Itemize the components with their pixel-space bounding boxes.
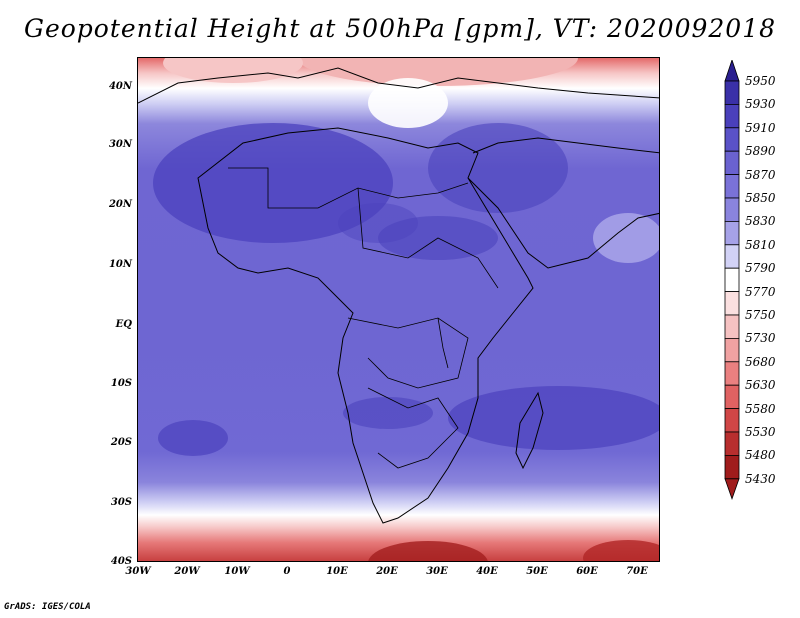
colorbar-label: 5890 — [745, 144, 776, 159]
colorbar-label: 5770 — [745, 284, 776, 299]
colorbar-label: 5630 — [745, 378, 776, 393]
lon-label-30w: 30W — [125, 566, 151, 577]
colorbar-box — [724, 408, 740, 433]
geopotential-field-map — [138, 58, 659, 561]
lat-label-20s: 20S — [110, 437, 132, 448]
rift-lakes — [437, 317, 449, 369]
lon-label-30e: 30E — [426, 566, 448, 577]
colorbar — [724, 60, 740, 501]
colorbar-label: 5480 — [745, 448, 776, 463]
colorbar-label: 5680 — [745, 354, 776, 369]
country-borders-central — [357, 187, 499, 289]
aegean-ridge-light — [368, 78, 448, 128]
lat-label-30n: 30N — [108, 139, 132, 150]
indian-ocean-high — [448, 386, 659, 450]
europe-coast — [138, 67, 659, 104]
lon-label-10w: 10W — [224, 566, 250, 577]
lat-label-10n: 10N — [108, 259, 132, 270]
colorbar-box — [724, 384, 740, 410]
colorbar-label: 5730 — [745, 331, 776, 346]
country-borders-south — [367, 387, 459, 469]
colorbar-box — [724, 150, 740, 175]
colorbar-box — [724, 454, 740, 480]
colorbar-box — [724, 220, 740, 246]
lon-label-70e: 70E — [626, 566, 648, 577]
arabian-high — [428, 123, 568, 213]
colorbar-box — [724, 291, 740, 316]
lon-label-20w: 20W — [174, 566, 200, 577]
colorbar-box — [724, 244, 740, 269]
colorbar-label: 5530 — [745, 425, 776, 439]
colorbar-label: 5910 — [745, 120, 776, 135]
madagascar-coastline — [515, 391, 544, 470]
map-plot-area — [137, 57, 660, 562]
colorbar-label: 5930 — [745, 97, 776, 112]
arabian-peninsula-coast — [467, 177, 659, 269]
map-title: Geopotential Height at 500hPa [gpm], VT:… — [23, 14, 777, 43]
colorbar-label: 5580 — [745, 401, 776, 416]
colorbar-top-triangle — [724, 60, 740, 82]
colorbar-box — [724, 127, 740, 152]
colorbar-label: 5750 — [745, 308, 776, 322]
south-low-center — [368, 541, 488, 561]
africa-coastline — [197, 127, 534, 524]
sahara-high — [153, 123, 393, 243]
lat-label-30s: 30S — [110, 497, 132, 508]
grads-credit: GrADS: IGES/COLA — [4, 602, 91, 612]
colorbar-label: 5830 — [745, 214, 776, 229]
colorbar-label: 5870 — [745, 167, 776, 182]
southern-africa-high — [343, 397, 433, 429]
colorbar-label: 5810 — [745, 237, 776, 252]
colorbar-box — [724, 80, 740, 105]
country-borders-equatorial — [347, 317, 469, 389]
country-borders-north — [228, 167, 469, 209]
colorbar-label: 5430 — [745, 471, 776, 486]
lon-label-20e: 20E — [376, 566, 398, 577]
colorbar-box — [724, 104, 740, 129]
north-low-lobe-west — [163, 58, 303, 83]
lon-label-50e: 50E — [526, 566, 548, 577]
lon-label-10e: 10E — [326, 566, 348, 577]
colorbar-label: 5950 — [745, 74, 776, 88]
colorbar-box — [724, 431, 740, 456]
south-low-east — [583, 540, 659, 561]
colorbar-box — [724, 361, 740, 386]
middle-east-coast — [472, 137, 659, 154]
lat-label-20n: 20N — [108, 199, 132, 210]
arabian-sea-trough — [593, 213, 659, 263]
colorbar-box — [724, 267, 740, 292]
atlantic-high — [158, 420, 228, 456]
lat-label-40n: 40N — [108, 81, 132, 92]
colorbar-box — [724, 337, 740, 363]
lon-label-60e: 60E — [576, 566, 598, 577]
lat-label-40s: 40S — [110, 556, 132, 567]
lat-label-eq: EQ — [115, 319, 132, 330]
colorbar-bottom-triangle — [724, 478, 740, 501]
lon-label-40e: 40E — [476, 566, 498, 577]
colorbar-label: 5850 — [745, 191, 776, 205]
colorbar-box — [724, 314, 740, 339]
colorbar-box — [724, 197, 740, 222]
lon-label-0: 0 — [283, 566, 291, 577]
colorbar-label: 5790 — [745, 261, 776, 276]
colorbar-box — [724, 174, 740, 199]
chad-high — [338, 203, 418, 243]
lat-label-10s: 10S — [110, 378, 132, 389]
